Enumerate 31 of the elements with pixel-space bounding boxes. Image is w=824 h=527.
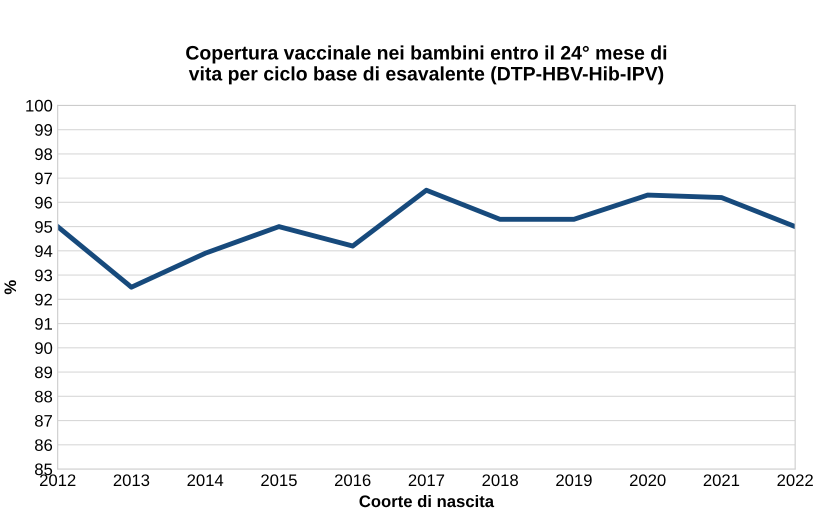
y-axis-title: % — [4, 280, 16, 294]
y-tick-label: 85 — [35, 463, 52, 476]
y-tick-label: 90 — [35, 342, 52, 354]
x-tick-label: 2022 — [777, 474, 813, 486]
y-tick-label: 87 — [35, 414, 52, 427]
x-tick-label: 2014 — [187, 474, 224, 486]
x-tick-label: 2013 — [114, 474, 150, 486]
x-tick-label: 2012 — [40, 474, 76, 486]
y-tick-label: 89 — [35, 366, 52, 378]
y-tick-label: 96 — [35, 196, 52, 209]
y-tick-label: 86 — [35, 439, 52, 451]
y-tick-label: 95 — [35, 221, 52, 233]
y-tick-label: 98 — [35, 148, 52, 160]
x-tick-label: 2021 — [704, 474, 740, 486]
x-tick-label: 2017 — [408, 474, 444, 486]
x-tick-label: 2016 — [334, 474, 370, 486]
x-tick-label: 2019 — [556, 474, 592, 486]
y-tick-label: 93 — [35, 269, 52, 282]
chart-title: Copertura vaccinale nei bambini entro il 24° mese di vita per ciclo base di esavalente (DTP-HBV-Hib-IPV) — [186, 45, 666, 84]
y-tick-label: 91 — [35, 318, 52, 330]
y-tick-label: 88 — [35, 390, 52, 403]
x-tick-label: 2018 — [482, 474, 518, 486]
x-tick-label: 2015 — [261, 474, 297, 486]
y-tick-label: 92 — [35, 294, 52, 306]
y-tick-label: 99 — [35, 124, 52, 136]
y-tick-label: 97 — [35, 172, 52, 184]
y-tick-label: 94 — [35, 245, 52, 258]
x-axis-title: Coorte di nascita — [360, 494, 494, 508]
y-tick-label: 100 — [26, 100, 52, 112]
x-tick-label: 2020 — [630, 474, 666, 486]
line-series — [58, 188, 796, 290]
